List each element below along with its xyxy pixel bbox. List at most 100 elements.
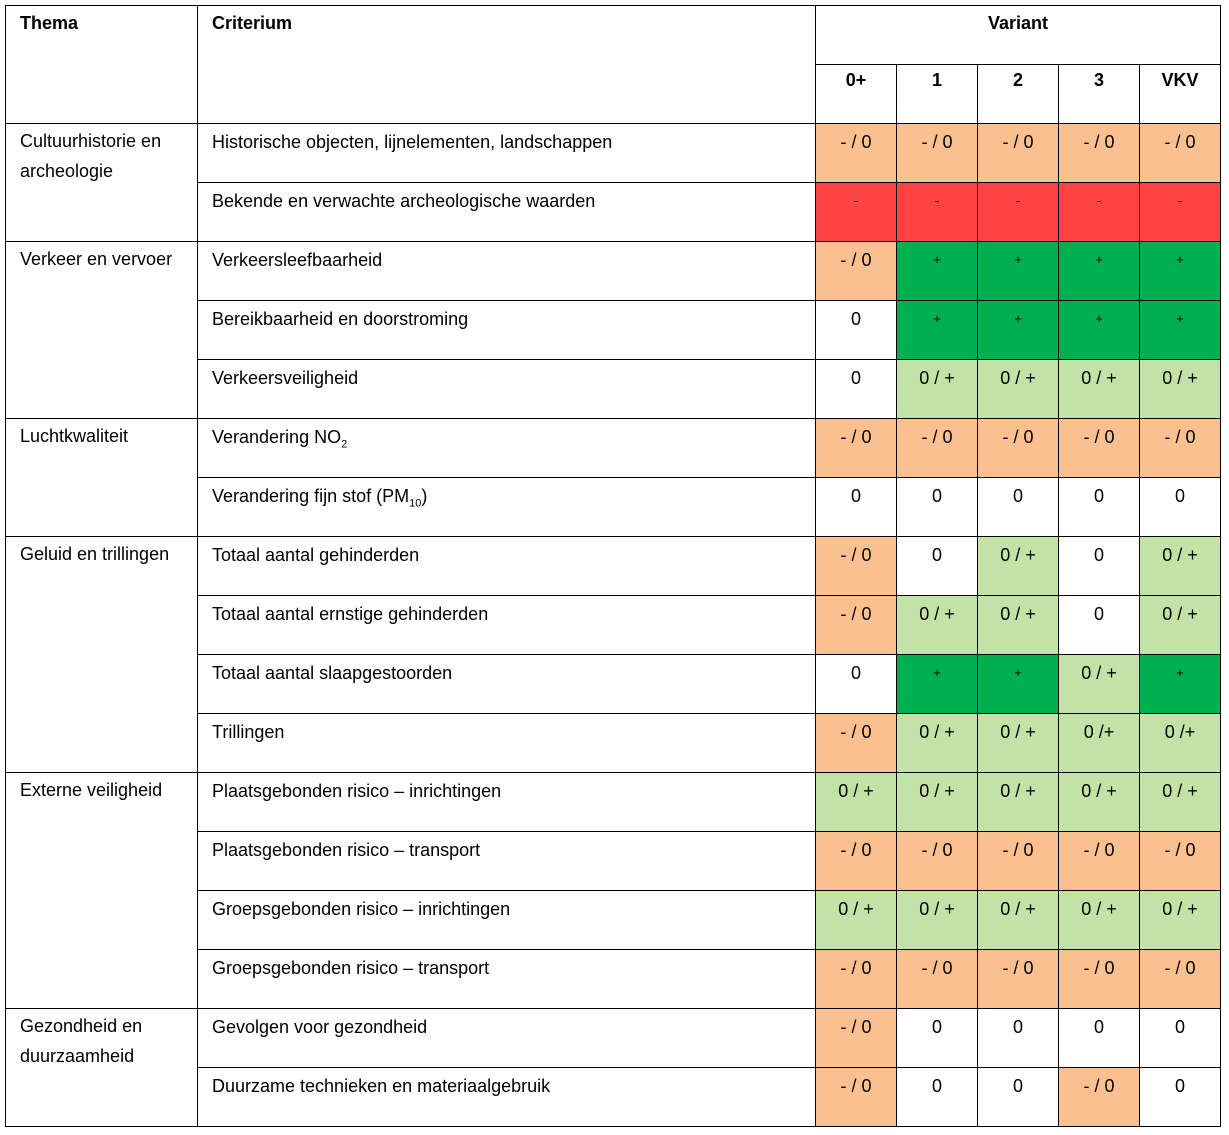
score-cell: - / 0 (1139, 949, 1221, 1009)
score-cell: 0 (896, 1008, 978, 1068)
score-cell: 0 / + (815, 890, 897, 950)
score-cell: + (896, 654, 978, 714)
score-cell: - / 0 (977, 418, 1059, 478)
score-cell: 0 (896, 477, 978, 537)
score-cell: 0 / + (896, 359, 978, 419)
score-cell: 0 (896, 1067, 978, 1127)
table-row: Bereikbaarheid en doorstroming 0 + + + + (6, 300, 1221, 360)
criterium-cell: Bereikbaarheid en doorstroming (197, 300, 816, 360)
criterium-cell: Bekende en verwachte archeologische waar… (197, 182, 816, 242)
header-criterium: Criterium (197, 5, 816, 124)
score-cell: + (896, 300, 978, 360)
score-cell: 0 /+ (1139, 713, 1221, 773)
score-cell: 0 (977, 1008, 1059, 1068)
criterium-cell: Totaal aantal slaapgestoorden (197, 654, 816, 714)
score-cell: 0 (977, 1067, 1059, 1127)
score-cell: 0 / + (1058, 772, 1140, 832)
thema-cell: Luchtkwaliteit (5, 418, 198, 537)
score-cell: - / 0 (815, 418, 897, 478)
score-cell: - / 0 (1058, 123, 1140, 183)
criterium-text: Verandering fijn stof (PM (212, 486, 410, 506)
score-cell: 0 / + (896, 772, 978, 832)
score-cell: 0 (815, 654, 897, 714)
criterium-cell: Gevolgen voor gezondheid (197, 1008, 816, 1068)
score-cell: - / 0 (815, 536, 897, 596)
score-cell: - / 0 (1139, 123, 1221, 183)
table-body: Cultuurhistorie en archeologie Historisch… (5, 123, 1221, 1127)
score-cell: + (1139, 300, 1221, 360)
score-cell: - / 0 (815, 1008, 897, 1068)
criterium-text: Bereikbaarheid en doorstroming (212, 309, 469, 329)
criterium-text: Verandering NO (212, 427, 342, 447)
criterium-text: Trillingen (212, 722, 285, 742)
score-cell: - (896, 182, 978, 242)
criterium-cell: Plaatsgebonden risico – inrichtingen (197, 772, 816, 832)
score-cell: - / 0 (896, 123, 978, 183)
header-variant: Variant (815, 5, 1221, 65)
criterium-cell: Groepsgebonden risico – transport (197, 949, 816, 1009)
score-cell: - (1058, 182, 1140, 242)
score-cell: - (977, 182, 1059, 242)
score-cell: 0 (815, 477, 897, 537)
score-cell: - / 0 (1139, 831, 1221, 891)
table-row: Gezondheid en duurzaamheid Gevolgen voor … (5, 1008, 1221, 1127)
score-cell: 0 (1139, 477, 1221, 537)
criterium-text-after: ) (421, 486, 428, 506)
criterium-text: Verkeersveiligheid (212, 368, 359, 388)
score-cell: 0 (815, 300, 897, 360)
criterium-text: Duurzame technieken en materiaalgebruik (212, 1076, 551, 1096)
table-row: Verandering fijn stof (PM10) 0 0 0 0 0 (6, 477, 1221, 537)
score-cell: 0 / + (977, 536, 1059, 596)
score-cell: 0 / + (1058, 890, 1140, 950)
criterium-text: Plaatsgebonden risico – transport (212, 840, 481, 860)
table-row: Groepsgebonden risico – inrichtingen 0 / … (6, 890, 1221, 950)
score-cell: 0 / + (977, 890, 1059, 950)
score-cell: + (977, 654, 1059, 714)
table-row: Bekende en verwachte archeologische waar… (6, 182, 1221, 242)
score-cell: - / 0 (896, 831, 978, 891)
score-cell: 0 / + (1139, 595, 1221, 655)
criterium-text: Historische objecten, lijnelementen, lan… (212, 132, 613, 152)
score-cell: 0 (1058, 536, 1140, 596)
table-row: Groepsgebonden risico – transport - / 0 - … (6, 949, 1221, 1009)
score-cell: - / 0 (815, 831, 897, 891)
criterium-text: Groepsgebonden risico – transport (212, 958, 490, 978)
score-cell: 0 / + (896, 595, 978, 655)
header-variant-0plus: 0+ (815, 64, 897, 124)
score-cell: 0 / + (977, 359, 1059, 419)
score-cell: 0 (815, 359, 897, 419)
assessment-table: Thema Criterium Variant 0+ 1 2 3 VKV Cul… (5, 5, 1221, 1127)
score-cell: 0 (1139, 1067, 1221, 1127)
criterium-text: Totaal aantal gehinderden (212, 545, 420, 565)
header-variant-2: 2 (977, 64, 1059, 124)
score-cell: - (815, 182, 897, 242)
score-cell: - / 0 (896, 949, 978, 1009)
score-cell: - / 0 (977, 831, 1059, 891)
thema-cell: Gezondheid en duurzaamheid (5, 1008, 198, 1127)
table-row: Totaal aantal slaapgestoorden 0 + +0 / + + (6, 654, 1221, 714)
score-cell: 0 (1058, 477, 1140, 537)
score-cell: + (977, 300, 1059, 360)
score-cell: 0 (896, 536, 978, 596)
score-cell: - / 0 (1058, 1067, 1140, 1127)
score-cell: 0 / + (1058, 359, 1140, 419)
header-thema: Thema (5, 5, 198, 124)
score-cell: + (896, 241, 978, 301)
score-cell: 0 / + (896, 890, 978, 950)
table-row: Verkeer en vervoer Verkeersleefbaarheid - … (5, 241, 1221, 419)
criterium-subscript: 10 (409, 497, 422, 510)
score-cell: 0 / + (977, 713, 1059, 773)
criterium-text: Plaatsgebonden risico – inrichtingen (212, 781, 502, 801)
header-variant-vkv: VKV (1139, 64, 1221, 124)
score-cell: - / 0 (815, 595, 897, 655)
criterium-text: Verkeersleefbaarheid (212, 250, 383, 270)
score-cell: 0 / + (815, 772, 897, 832)
criterium-text: Bekende en verwachte archeologische waar… (212, 191, 596, 211)
thema-cell: Geluid en trillingen (5, 536, 198, 773)
score-cell: 0 / + (977, 595, 1059, 655)
criterium-cell: Totaal aantal gehinderden (197, 536, 816, 596)
score-cell: 0 / + (1139, 890, 1221, 950)
table-row: Cultuurhistorie en archeologie Historisch… (5, 123, 1221, 242)
score-cell: - / 0 (977, 123, 1059, 183)
